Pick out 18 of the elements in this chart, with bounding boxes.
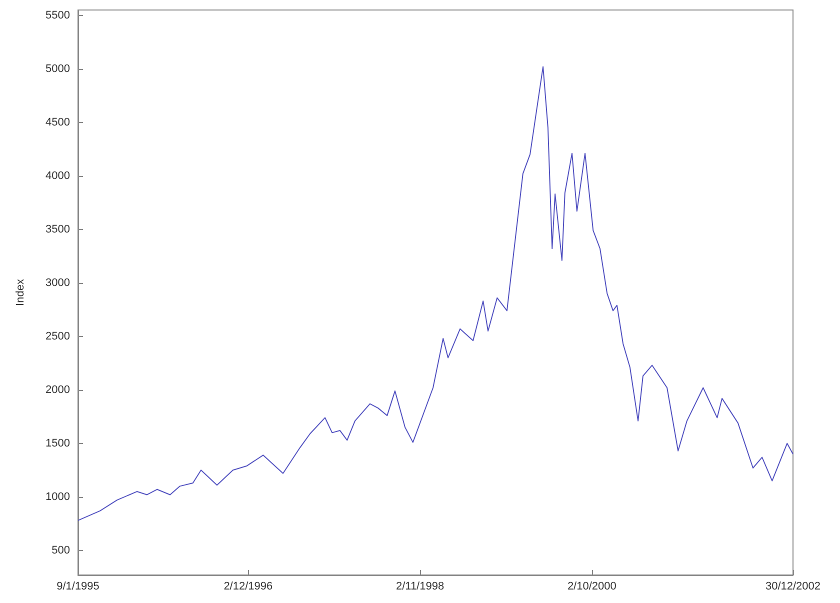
y-axis-title: Index: [14, 278, 26, 306]
y-tick-label: 3000: [46, 276, 70, 289]
y-tick-label: 1000: [46, 490, 70, 503]
x-tick-label: 9/1/1995: [56, 580, 100, 592]
y-tick-label: 2000: [46, 384, 70, 396]
y-tick-label: 3500: [46, 223, 70, 236]
y-tick-label: 2500: [46, 330, 70, 342]
x-tick-label: 2/11/1998: [396, 580, 444, 592]
y-tick-label: 5000: [46, 62, 70, 75]
y-tick-label: 4000: [46, 170, 70, 182]
x-tick-label: 30/12/2002: [765, 580, 821, 592]
y-tick-label: 5500: [46, 9, 70, 22]
y-tick-label: 4500: [46, 116, 70, 128]
x-tick-label: 2/10/2000: [567, 580, 616, 592]
y-tick-label: 1500: [46, 437, 70, 450]
y-tick-label: 500: [52, 544, 70, 556]
line-series: [78, 66, 794, 521]
x-tick-label: 2/12/1996: [224, 580, 273, 592]
